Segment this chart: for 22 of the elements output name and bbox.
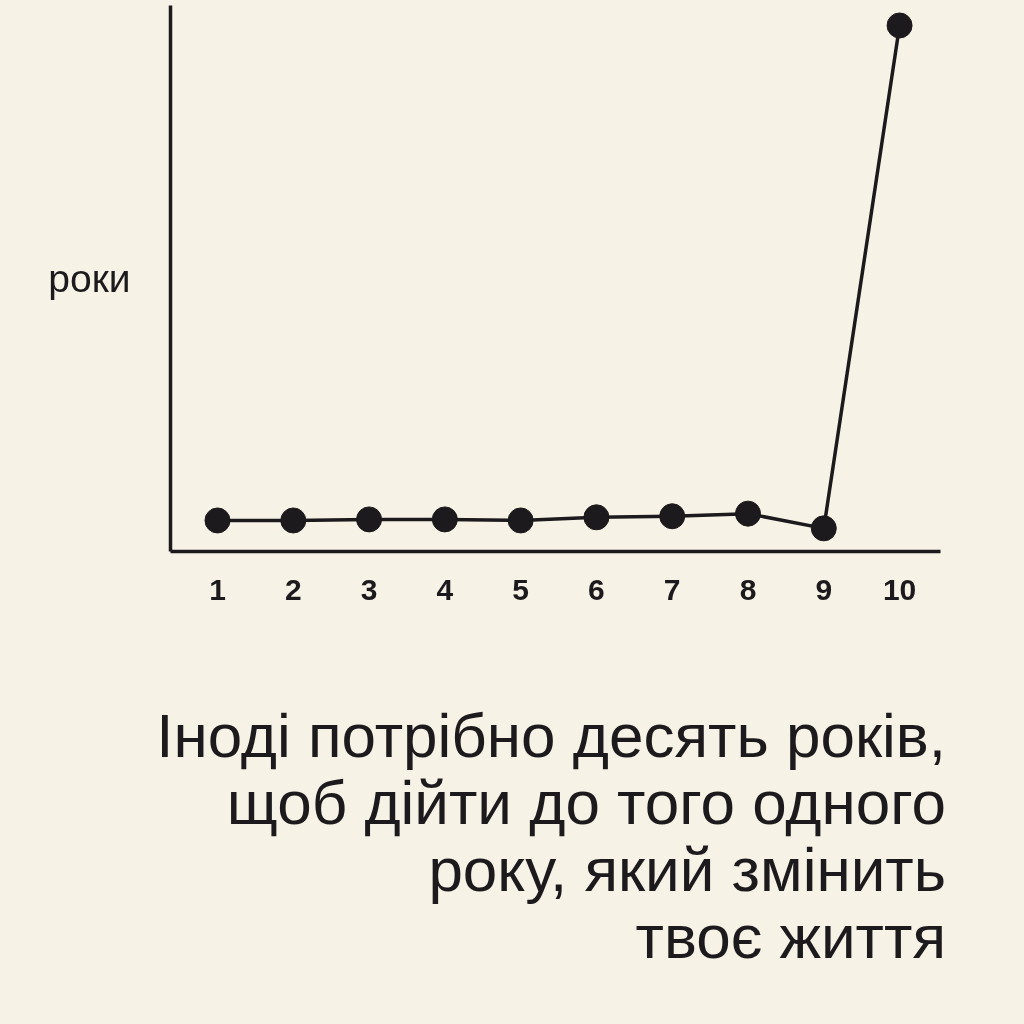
point [507,507,534,534]
x-tick-label: 2 [284,572,302,606]
x-tick-label: 3 [360,572,378,606]
x-tick-label: 10 [882,572,917,606]
point [356,506,383,533]
x-tick-label: 5 [512,572,529,606]
x-tick-label: 6 [588,572,605,606]
x-tick-label: 4 [436,572,454,606]
point [659,503,686,530]
point [431,506,458,533]
point [735,500,761,527]
point [583,504,610,531]
point [886,12,913,39]
point [810,515,837,542]
x-tick-label: 1 [209,572,226,606]
point [204,507,231,534]
x-tick-label: 9 [815,572,833,606]
point [280,507,307,534]
x-tick-label: 7 [663,572,681,606]
x-tick-label: 8 [739,572,757,606]
text: Іноді потрібно десять років, щоб дійти до того одного року, який змінить твоє життя [156,701,946,971]
y-axis-title: роки [48,257,131,300]
